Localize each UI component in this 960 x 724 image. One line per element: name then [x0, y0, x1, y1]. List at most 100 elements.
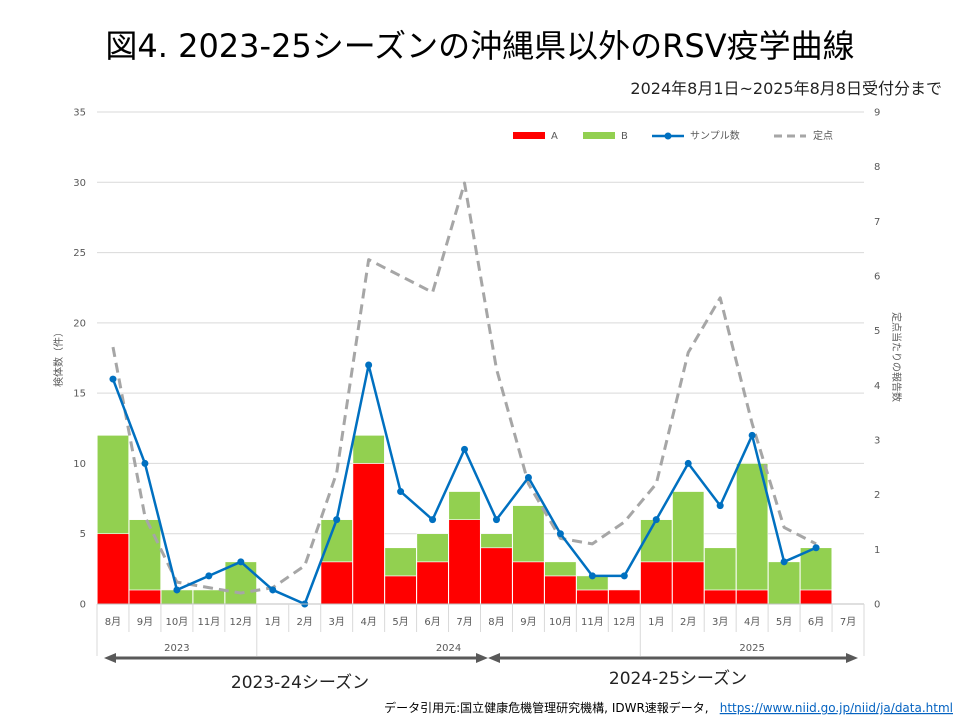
x-tick-label: 9月: [520, 616, 536, 628]
y2-tick-label: 5: [874, 326, 880, 337]
sample-count-point: [492, 516, 500, 524]
y-tick-label: 35: [73, 108, 86, 119]
bar-B: [640, 519, 673, 563]
bar-A: [800, 589, 833, 605]
bar-A: [704, 589, 737, 605]
bar-A: [672, 561, 705, 605]
y2-tick-label: 4: [874, 381, 880, 392]
y-tick-label: 15: [73, 389, 86, 400]
legend-marker-samples: [664, 132, 672, 140]
y-tick-label: 25: [73, 248, 86, 259]
bar-B: [672, 491, 705, 563]
bar-A: [96, 533, 130, 605]
legend-swatch-A: [513, 132, 545, 139]
x-tick-label: 3月: [329, 616, 345, 628]
season-annotations: 2023-24シーズン 2024-25シーズン: [104, 653, 858, 693]
y-tick-label: 10: [73, 459, 86, 470]
legend-label-samples: サンプル数: [690, 129, 740, 142]
y2-tick-label: 3: [874, 436, 880, 447]
sample-count-point: [237, 558, 245, 566]
y2-tick-label: 7: [874, 217, 880, 228]
season-arrowhead: [846, 653, 858, 663]
sample-count-point: [780, 558, 788, 566]
bar-B: [416, 533, 449, 563]
legend-label-A: A: [551, 131, 558, 142]
sample-count-point: [652, 516, 660, 524]
sample-count-point: [141, 459, 149, 467]
season-arrowhead: [104, 653, 116, 663]
sample-count-point: [716, 502, 724, 510]
x-tick-label: 3月: [712, 616, 728, 628]
bars: [96, 435, 833, 605]
bar-A: [384, 575, 417, 605]
y2-tick-label: 8: [874, 162, 880, 173]
x-tick-label: 10月: [166, 616, 189, 628]
x-tick-label: 5月: [392, 616, 408, 628]
x-tick-label: 1月: [265, 616, 281, 628]
bar-A: [640, 561, 673, 605]
bar-B: [768, 561, 801, 605]
sample-count-point: [620, 572, 628, 580]
x-tick-label: 10月: [549, 616, 572, 628]
source-link[interactable]: https://www.niid.go.jp/niid/ja/data.html: [720, 701, 953, 715]
season-arrowhead: [476, 653, 488, 663]
x-tick-label: 6月: [424, 616, 440, 628]
bar-B: [224, 561, 257, 605]
sample-count-point: [333, 516, 341, 524]
y2-tick-label: 9: [874, 108, 880, 119]
sample-count-point: [812, 544, 820, 552]
x-tick-label: 11月: [197, 616, 220, 628]
x-tick-label: 2月: [680, 616, 696, 628]
bar-B: [480, 533, 513, 549]
source-label: データ引用元:国立健康危機管理研究機構, IDWR速報データ,: [384, 700, 708, 715]
bar-B: [96, 435, 130, 535]
x-tick-label: 12月: [613, 616, 636, 628]
sample-count-point: [556, 530, 564, 538]
y2-tick-label: 2: [874, 490, 880, 501]
y2-tick-label: 1: [874, 545, 880, 556]
x-tick-label: 7月: [840, 616, 856, 628]
bar-A: [576, 589, 609, 605]
season-arrowhead: [488, 653, 500, 663]
x-tick-label: 9月: [137, 616, 153, 628]
bar-B: [128, 519, 161, 591]
sample-count-point: [748, 431, 756, 439]
year-label: 2023: [164, 643, 189, 654]
sample-count-point: [397, 488, 405, 496]
bar-A: [608, 589, 641, 605]
bar-B: [192, 589, 225, 605]
x-tick-label: 5月: [776, 616, 792, 628]
sample-count-point: [269, 586, 277, 594]
bar-A: [320, 561, 353, 605]
y2-tick-label: 6: [874, 272, 880, 283]
x-tick-label: 2月: [297, 616, 313, 628]
legend-label-B: B: [621, 131, 628, 142]
season-label: 2023-24シーズン: [231, 673, 369, 693]
bar-A: [544, 575, 577, 605]
sample-count-point: [429, 516, 437, 524]
bar-A: [448, 519, 481, 605]
y2-tick-label: 0: [874, 600, 880, 611]
bar-B: [736, 463, 769, 591]
x-tick-label: 1月: [648, 616, 664, 628]
series-lines: [109, 181, 820, 608]
x-tick-label: 4月: [360, 616, 376, 628]
y-axis-title: 検体数（件）: [52, 327, 65, 387]
bar-B: [320, 519, 353, 563]
bar-B: [704, 547, 737, 591]
gridlines: [97, 111, 864, 535]
x-tick-label: 11月: [581, 616, 604, 628]
x-tick-label: 6月: [808, 616, 824, 628]
year-label: 2024: [436, 643, 461, 654]
x-tick-label: 12月: [229, 616, 252, 628]
legend-label-sentinel: 定点: [813, 129, 833, 142]
x-tick-label: 7月: [456, 616, 472, 628]
bar-A: [512, 561, 545, 605]
x-tick-label: 4月: [744, 616, 760, 628]
y-tick-label: 30: [73, 178, 86, 189]
chart-subtitle: 2024年8月1日~2025年8月8日受付分まで: [630, 79, 942, 98]
sample-count-point: [365, 361, 373, 369]
